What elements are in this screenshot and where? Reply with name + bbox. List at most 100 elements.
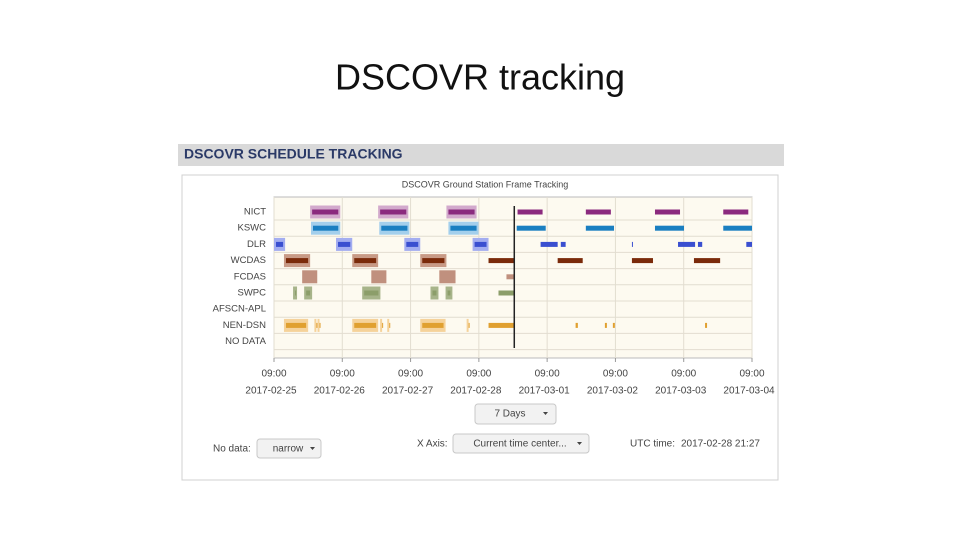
no-data-value: narrow <box>273 444 304 455</box>
y-tick-label: WCDAS <box>231 255 266 266</box>
x-date-label: 2017-03-02 <box>587 386 639 397</box>
segment <box>678 241 696 247</box>
segment <box>506 274 515 280</box>
segment <box>319 322 321 328</box>
x-axis-label: X Axis: <box>417 439 448 450</box>
segment-halo <box>380 318 383 332</box>
segment <box>631 258 653 264</box>
utc-label: UTC time: <box>630 439 675 450</box>
segment <box>285 258 309 264</box>
segment <box>295 290 297 296</box>
y-tick-label: DLR <box>247 239 266 250</box>
segment <box>406 241 419 247</box>
segment <box>304 274 316 280</box>
segment <box>441 274 454 280</box>
segment <box>488 258 515 264</box>
segment <box>432 290 437 296</box>
x-date-label: 2017-02-25 <box>245 386 297 397</box>
x-tick-label: 09:00 <box>261 369 286 380</box>
segment <box>746 241 752 247</box>
dropdown-arrow <box>543 412 548 415</box>
x-date-label: 2017-03-04 <box>723 386 775 397</box>
segment-halo <box>317 318 320 332</box>
segment <box>697 241 703 247</box>
segment <box>654 209 681 215</box>
no-data-dropdown[interactable]: narrow <box>256 438 322 459</box>
y-tick-label: AFSCN-APL <box>213 304 266 315</box>
y-tick-label: FCDAS <box>234 271 266 282</box>
dropdown-arrow <box>577 442 582 445</box>
segment <box>705 322 708 328</box>
segment <box>693 258 721 264</box>
segment <box>560 241 566 247</box>
x-tick-label: 09:00 <box>671 369 696 380</box>
panel-title: DSCOVR SCHEDULE TRACKING <box>184 146 403 162</box>
y-tick-label: SWPC <box>238 288 267 299</box>
x-tick-label: 09:00 <box>398 369 423 380</box>
x-date-label: 2017-02-28 <box>450 386 502 397</box>
segment <box>380 209 407 215</box>
x-date-label: 2017-02-27 <box>382 386 434 397</box>
segment <box>723 209 749 215</box>
segment <box>448 209 475 215</box>
panel-header <box>178 144 784 166</box>
utc-value: 2017-02-28 21:27 <box>681 439 760 450</box>
segment <box>276 241 284 247</box>
segment <box>604 322 607 328</box>
segment <box>354 322 377 328</box>
segment <box>517 209 543 215</box>
segment <box>422 322 444 328</box>
segment <box>285 322 307 328</box>
segment <box>474 241 487 247</box>
segment <box>338 241 351 247</box>
segment <box>373 274 385 280</box>
y-tick-label: KSWC <box>238 223 267 234</box>
segment <box>585 225 615 231</box>
x-tick-label: 09:00 <box>535 369 560 380</box>
segment-halo <box>466 318 469 332</box>
x-axis-value: Current time center... <box>473 439 566 450</box>
segment <box>488 322 515 328</box>
segment <box>612 322 615 328</box>
segment <box>540 241 558 247</box>
segment <box>468 322 470 328</box>
segment <box>306 290 311 296</box>
segment <box>447 290 451 296</box>
chart-title: DSCOVR Ground Station Frame Tracking <box>402 179 569 189</box>
segment <box>450 225 477 231</box>
dropdown-arrow <box>310 447 315 450</box>
segment <box>516 225 546 231</box>
x-tick-label: 09:00 <box>739 369 764 380</box>
x-date-label: 2017-03-01 <box>519 386 571 397</box>
segment-halo <box>387 318 390 332</box>
segment <box>382 322 384 328</box>
no-data-label: No data: <box>213 444 251 455</box>
x-tick-label: 09:00 <box>466 369 491 380</box>
segment <box>631 241 633 247</box>
y-tick-label: NICT <box>244 207 266 218</box>
segment-halo <box>293 286 298 300</box>
segment <box>557 258 583 264</box>
segment <box>585 209 611 215</box>
segment <box>381 225 408 231</box>
range-button[interactable]: 7 Days <box>474 403 557 425</box>
segment <box>312 225 339 231</box>
segment <box>654 225 684 231</box>
y-tick-label: NO DATA <box>225 336 266 347</box>
segment <box>316 322 318 328</box>
segment <box>354 258 377 264</box>
x-tick-label: 09:00 <box>330 369 355 380</box>
segment <box>312 209 339 215</box>
segment <box>498 290 515 296</box>
segment <box>422 258 445 264</box>
x-tick-label: 09:00 <box>603 369 628 380</box>
x-axis-dropdown[interactable]: Current time center... <box>452 433 590 454</box>
segment <box>723 225 752 231</box>
y-tick-label: NEN-DSN <box>223 320 266 331</box>
segment-halo <box>314 318 317 332</box>
segment <box>575 322 578 328</box>
x-date-label: 2017-02-26 <box>314 386 366 397</box>
